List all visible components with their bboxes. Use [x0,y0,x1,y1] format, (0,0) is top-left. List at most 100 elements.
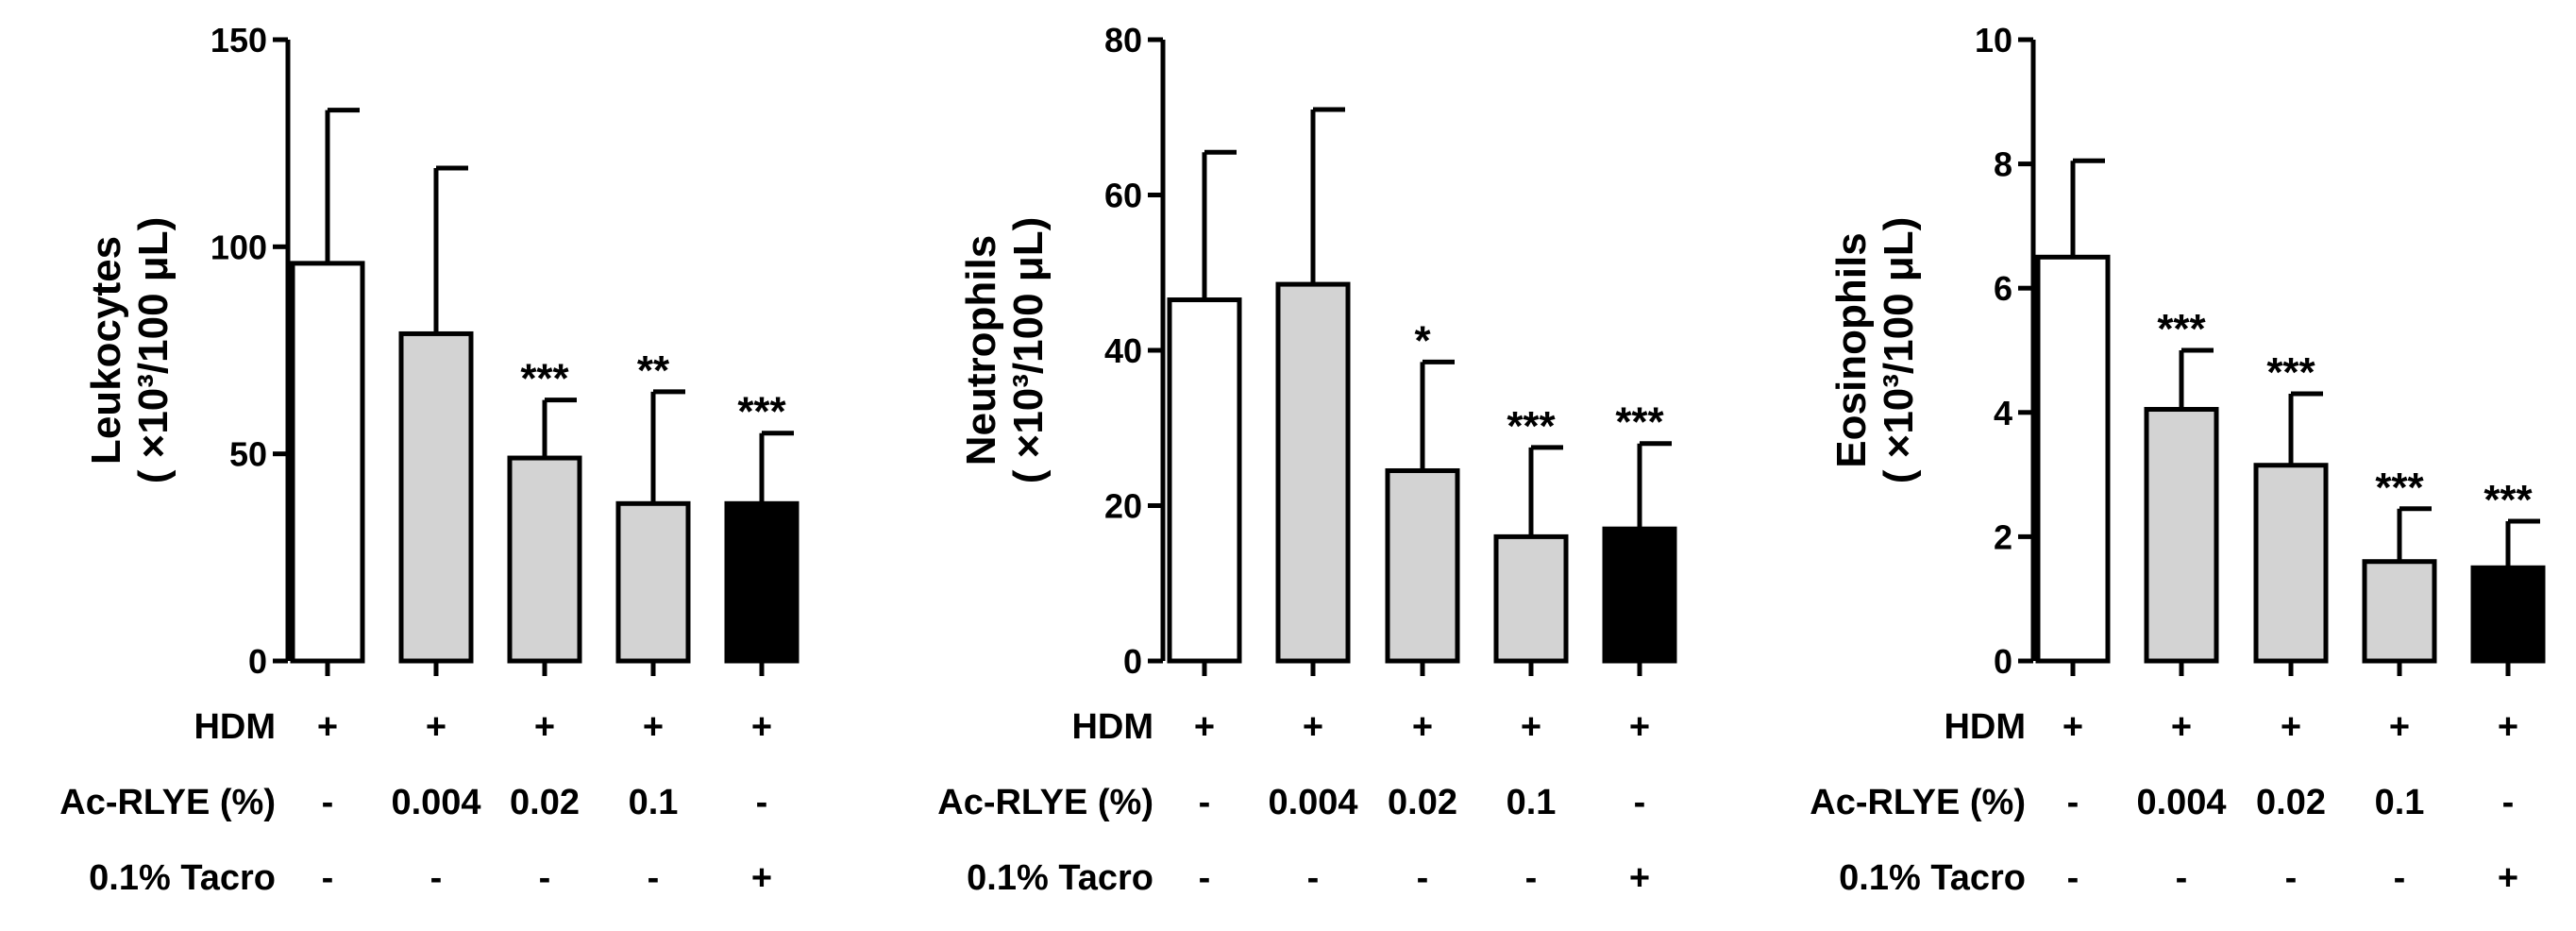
condition-value: + [1412,707,1433,747]
condition-label: 0.1% Tacro [89,858,276,898]
bar [1602,526,1677,664]
condition-label: Ac-RLYE (%) [59,783,276,822]
y-tick-label: 4 [1994,394,2012,432]
condition-value: - [2067,858,2079,898]
bar [507,455,582,664]
y-axis-label: Neutrophils [958,235,1004,466]
condition-label: 0.1% Tacro [1839,858,2026,898]
condition-value: - [1634,783,1646,822]
condition-value: + [2062,707,2083,747]
y-tick-label: 0 [1994,642,2012,681]
condition-value: + [643,707,664,747]
bar [398,330,474,664]
condition-value: 0.02 [510,783,580,822]
significance-marker: *** [2157,306,2206,352]
y-tick-label: 6 [1994,269,2012,308]
condition-value: - [2394,858,2406,898]
condition-value: + [751,858,772,898]
condition-value: 0.02 [2256,783,2326,822]
condition-value: + [1194,707,1215,747]
condition-value: + [1629,858,1650,898]
condition-value: + [2171,707,2192,747]
condition-value: 0.1 [629,783,679,822]
condition-value: + [1629,707,1650,747]
condition-value: + [534,707,555,747]
condition-value: - [1307,858,1320,898]
y-axis-label: Eosinophils [1828,232,1875,467]
condition-value: - [2176,858,2188,898]
y-tick-label: 80 [1104,21,1142,59]
y-tick-label: 8 [1994,145,2012,184]
y-tick-label: 2 [1994,517,2012,556]
bar [2362,559,2437,664]
y-tick-label: 0 [248,642,267,681]
y-axis-unit-label: ( ×10³/100 μL) [130,217,177,483]
condition-value: - [2285,858,2298,898]
bar [2035,254,2111,664]
bar [290,261,365,664]
bar [1167,297,1242,664]
y-axis-unit-label: ( ×10³/100 μL) [1876,217,1922,483]
condition-label: HDM [194,707,276,747]
condition-value: + [426,707,446,747]
condition-value: - [1199,783,1211,822]
condition-value: - [2502,783,2515,822]
y-tick-label: 0 [1123,642,1142,681]
bar [2144,407,2219,664]
significance-marker: *** [520,356,569,402]
condition-label: Ac-RLYE (%) [937,783,1153,822]
significance-marker: ** [637,347,670,394]
condition-value: 0.004 [2136,783,2226,822]
bar [724,500,800,664]
significance-marker: *** [1507,403,1556,449]
condition-label: 0.1% Tacro [967,858,1153,898]
y-tick-label: 40 [1104,331,1142,370]
condition-value: + [2498,707,2518,747]
condition-label: HDM [1071,707,1153,747]
condition-value: + [317,707,338,747]
condition-value: 0.1 [1507,783,1557,822]
significance-marker: * [1414,317,1431,364]
condition-value: 0.1 [2375,783,2425,822]
significance-marker: *** [2483,477,2533,523]
significance-marker: *** [2266,349,2315,396]
condition-value: - [1525,858,1538,898]
bar [1493,533,1569,664]
significance-marker: *** [737,389,786,435]
condition-value: 0.004 [1268,783,1357,822]
condition-value: - [648,858,660,898]
y-tick-label: 50 [229,435,267,474]
bar [1275,281,1351,664]
y-axis-unit-label: ( ×10³/100 μL) [1005,217,1052,483]
y-tick-label: 150 [210,21,267,59]
bar [2253,463,2329,664]
significance-marker: *** [2375,465,2424,511]
y-tick-label: 60 [1104,177,1142,215]
condition-label: HDM [1944,707,2026,747]
y-tick-label: 10 [1975,21,2012,59]
condition-value: - [539,858,551,898]
bar [1385,467,1460,664]
condition-value: - [1417,858,1429,898]
y-tick-label: 20 [1104,487,1142,526]
condition-value: - [2067,783,2079,822]
condition-value: + [751,707,772,747]
condition-value: 0.004 [391,783,480,822]
y-tick-label: 100 [210,228,267,266]
condition-value: + [2281,707,2301,747]
chart-panel-3: 0 2 4 6 8 10 Eosinophils( ×10³/100 μL) *** *** **… [1810,21,2546,898]
condition-value: + [1521,707,1541,747]
condition-value: + [2498,858,2518,898]
condition-value: - [756,783,768,822]
condition-value: - [1199,858,1211,898]
y-axis-label: Leukocytes [83,236,129,465]
significance-marker: *** [1615,399,1664,446]
bar [2470,565,2546,664]
condition-value: - [322,858,334,898]
condition-value: + [2389,707,2410,747]
bar [615,500,691,664]
condition-value: 0.02 [1388,783,1457,822]
